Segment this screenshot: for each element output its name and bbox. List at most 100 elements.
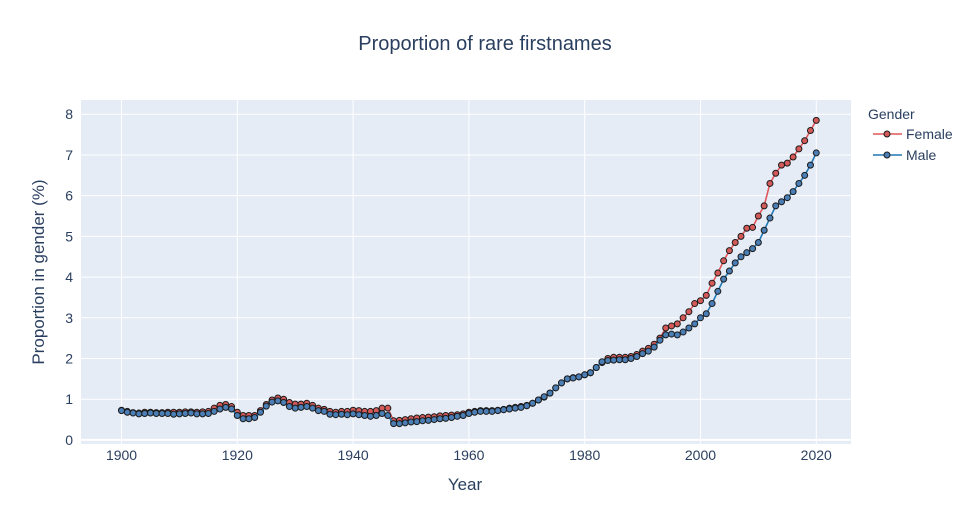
data-point — [575, 373, 583, 381]
data-point — [708, 300, 716, 308]
data-point — [679, 328, 687, 336]
data-point — [656, 336, 664, 344]
data-point — [419, 417, 427, 425]
data-point — [737, 253, 745, 261]
data-point — [465, 409, 473, 417]
data-point — [517, 403, 525, 411]
series-male — [118, 149, 820, 428]
data-point — [743, 224, 751, 232]
data-point — [309, 404, 317, 412]
data-point — [812, 149, 820, 157]
data-point — [372, 412, 380, 420]
data-point — [650, 343, 658, 351]
data-point — [714, 287, 722, 295]
data-point — [199, 410, 207, 418]
data-point — [743, 249, 751, 257]
data-point — [297, 403, 305, 411]
data-point — [332, 411, 340, 419]
gridlines — [81, 100, 851, 444]
data-point — [488, 407, 496, 415]
data-point — [563, 375, 571, 383]
data-point — [448, 414, 456, 422]
data-point — [500, 406, 508, 414]
legend-item-female[interactable]: Female — [873, 126, 953, 142]
data-point — [436, 415, 444, 423]
data-point — [801, 137, 809, 145]
data-point — [558, 379, 566, 387]
data-point — [691, 320, 699, 328]
data-point — [366, 412, 374, 420]
data-point — [141, 409, 149, 417]
data-point — [175, 410, 183, 418]
data-point — [384, 404, 392, 412]
data-point — [314, 407, 322, 415]
data-point — [806, 161, 814, 169]
x-tick-label: 1940 — [338, 447, 369, 463]
data-point — [442, 414, 450, 422]
data-point — [511, 404, 519, 412]
x-axis-ticks: 1900 1920 1940 1960 1980 2000 2020 — [106, 447, 832, 463]
data-point — [152, 409, 160, 417]
data-point — [668, 330, 676, 338]
data-point — [749, 223, 757, 231]
data-point — [222, 403, 230, 411]
data-point — [679, 314, 687, 322]
chart-title: Proportion of rare firstnames — [358, 33, 611, 55]
data-point — [210, 407, 218, 415]
legend: Gender Female Male — [868, 106, 953, 163]
data-point — [633, 352, 641, 360]
legend-item-male[interactable]: Male — [873, 147, 937, 163]
data-point — [702, 291, 710, 299]
data-point — [338, 410, 346, 418]
data-point — [714, 269, 722, 277]
data-point — [754, 238, 762, 246]
legend-marker — [883, 130, 891, 138]
y-tick-label: 1 — [65, 391, 73, 407]
data-point — [216, 405, 224, 413]
data-point — [146, 409, 154, 417]
x-tick-label: 2020 — [801, 447, 832, 463]
data-point — [395, 420, 403, 428]
data-point — [720, 275, 728, 283]
data-point — [401, 419, 409, 427]
series — [118, 116, 820, 428]
data-point — [691, 300, 699, 308]
data-point — [783, 159, 791, 167]
data-point — [245, 415, 253, 423]
data-point — [581, 371, 589, 379]
data-point — [505, 405, 513, 413]
data-point — [731, 259, 739, 267]
data-point — [384, 412, 392, 420]
data-point — [256, 408, 264, 416]
data-point — [129, 409, 137, 417]
data-point — [778, 161, 786, 169]
y-axis-title: Proportion in gender (%) — [29, 179, 48, 364]
data-point — [453, 412, 461, 420]
data-point — [760, 226, 768, 234]
data-point — [696, 297, 704, 305]
data-point — [685, 324, 693, 332]
legend-label: Male — [906, 147, 937, 163]
data-point — [529, 399, 537, 407]
data-point — [569, 374, 577, 382]
y-tick-label: 6 — [65, 188, 73, 204]
data-point — [239, 415, 247, 423]
data-point — [720, 257, 728, 265]
data-point — [749, 245, 757, 253]
data-point — [430, 416, 438, 424]
x-tick-label: 1900 — [106, 447, 137, 463]
data-point — [349, 410, 357, 418]
data-point — [668, 322, 676, 330]
data-point — [280, 398, 288, 406]
data-point — [644, 347, 652, 355]
legend-label: Female — [906, 126, 953, 142]
data-point — [291, 404, 299, 412]
data-point — [702, 310, 710, 318]
data-point — [685, 308, 693, 316]
data-point — [482, 407, 490, 415]
y-tick-label: 2 — [65, 351, 73, 367]
data-point — [789, 153, 797, 161]
data-point — [812, 116, 820, 124]
data-point — [494, 407, 502, 415]
